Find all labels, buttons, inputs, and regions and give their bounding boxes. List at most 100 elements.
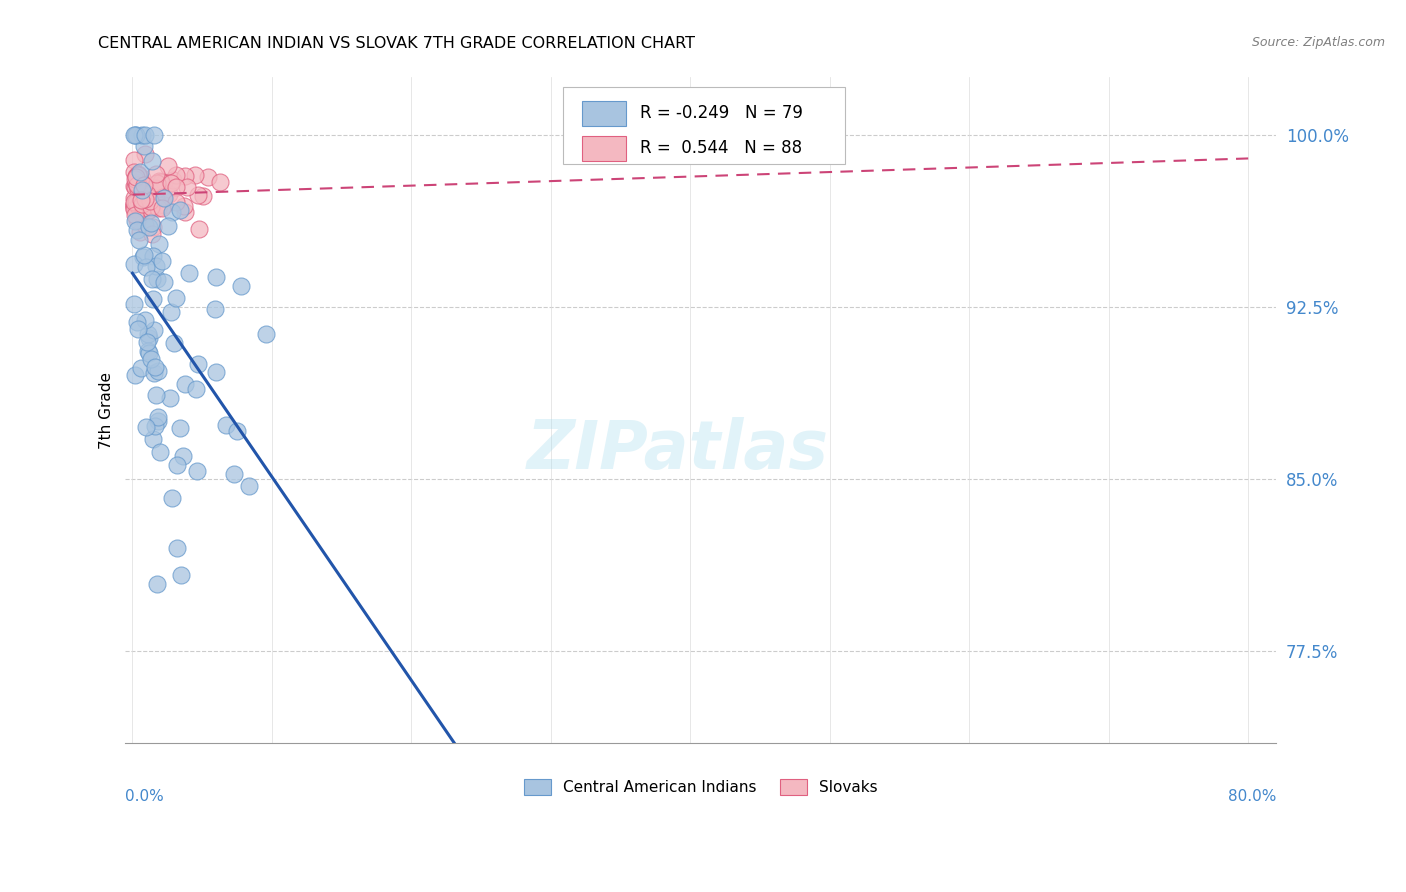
Point xyxy=(124,172,146,186)
Point xyxy=(159,176,181,190)
Point xyxy=(129,360,152,375)
Point xyxy=(134,128,156,142)
Point xyxy=(122,257,145,271)
Point xyxy=(143,128,166,143)
Point xyxy=(148,363,170,377)
Text: ZIPatlas: ZIPatlas xyxy=(527,417,828,483)
Point xyxy=(169,202,191,217)
Point xyxy=(148,201,170,215)
Point xyxy=(124,368,146,382)
Point xyxy=(129,225,152,239)
Point xyxy=(136,327,159,342)
Point xyxy=(143,419,166,434)
Point xyxy=(145,192,167,206)
Point xyxy=(254,327,277,342)
Bar xyxy=(582,101,626,126)
Point xyxy=(156,159,179,173)
Point xyxy=(162,491,184,506)
Point xyxy=(209,175,232,189)
Point xyxy=(142,192,165,206)
Point xyxy=(122,178,145,193)
Point xyxy=(122,165,145,179)
Point xyxy=(134,218,156,232)
Point xyxy=(238,479,260,493)
Point xyxy=(122,296,145,310)
Point xyxy=(131,128,153,142)
Legend: Central American Indians, Slovaks: Central American Indians, Slovaks xyxy=(517,773,884,801)
Point xyxy=(163,336,186,351)
Point xyxy=(127,198,149,212)
Point xyxy=(152,275,174,289)
Point xyxy=(138,219,160,234)
Point xyxy=(145,176,167,190)
Point xyxy=(132,248,155,262)
Point xyxy=(139,216,162,230)
Point xyxy=(141,271,163,285)
Point xyxy=(184,168,207,182)
Point xyxy=(166,458,188,472)
Text: R = -0.249   N = 79: R = -0.249 N = 79 xyxy=(640,104,803,122)
Text: R =  0.544   N = 88: R = 0.544 N = 88 xyxy=(640,139,801,157)
Point xyxy=(139,198,162,212)
Point xyxy=(165,194,187,209)
Text: 80.0%: 80.0% xyxy=(1227,789,1277,804)
Point xyxy=(122,191,145,205)
Point xyxy=(129,165,152,179)
Point xyxy=(131,183,153,197)
Point xyxy=(142,219,165,234)
Point xyxy=(125,169,148,183)
Point xyxy=(173,199,195,213)
Point xyxy=(139,352,162,367)
Point xyxy=(170,567,193,582)
Point xyxy=(148,174,170,188)
Point xyxy=(143,360,166,375)
Point xyxy=(142,292,165,306)
Point xyxy=(128,184,150,198)
Point xyxy=(138,202,160,217)
Point xyxy=(134,139,156,153)
Point xyxy=(165,291,187,305)
Point xyxy=(135,189,157,203)
Point xyxy=(145,388,167,402)
Point xyxy=(127,168,149,182)
Point xyxy=(215,417,238,432)
Point xyxy=(135,187,157,202)
Point xyxy=(125,128,148,142)
Point xyxy=(129,193,152,207)
Point xyxy=(204,301,226,316)
Point xyxy=(135,419,157,434)
Point xyxy=(122,197,145,211)
Point xyxy=(141,201,163,215)
Point xyxy=(191,188,214,202)
Point xyxy=(127,322,149,336)
Point xyxy=(131,206,153,220)
Point xyxy=(127,179,149,194)
Point xyxy=(176,179,198,194)
Point xyxy=(125,170,148,185)
Point xyxy=(148,236,170,251)
Point xyxy=(162,173,184,187)
Point xyxy=(122,202,145,216)
Point xyxy=(136,196,159,211)
Point xyxy=(160,205,183,219)
Point xyxy=(127,181,149,195)
Point xyxy=(146,181,169,195)
Point xyxy=(131,183,153,197)
Point xyxy=(124,128,146,142)
Point xyxy=(131,171,153,186)
Point xyxy=(124,208,146,222)
Point xyxy=(150,174,173,188)
Point xyxy=(197,169,219,184)
Point xyxy=(173,169,195,184)
Point xyxy=(184,382,207,396)
Point xyxy=(127,178,149,192)
Point xyxy=(124,128,146,142)
Point xyxy=(173,449,195,463)
Point xyxy=(145,259,167,273)
Point xyxy=(145,167,167,181)
Point xyxy=(157,187,180,202)
Point xyxy=(127,314,149,328)
Point xyxy=(188,222,211,236)
Point xyxy=(129,192,152,206)
Point xyxy=(136,335,159,350)
